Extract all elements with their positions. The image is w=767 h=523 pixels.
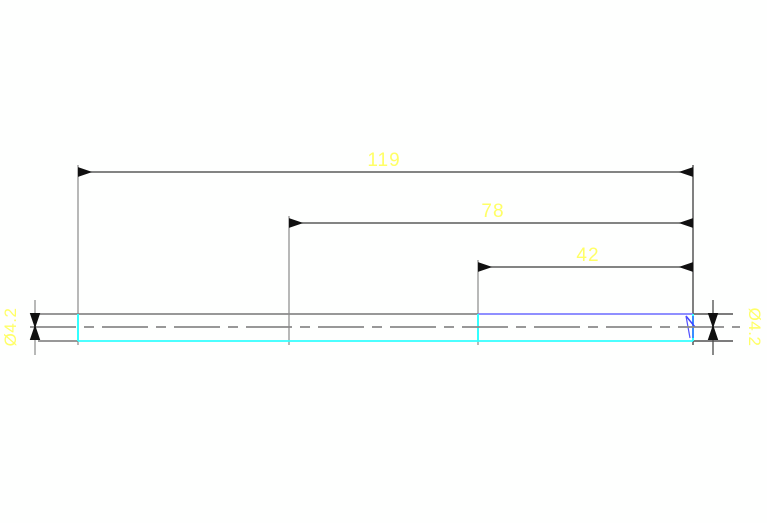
dimension-label-119: 119: [367, 150, 400, 171]
dimension-label-42: 42: [576, 245, 599, 266]
dimension-diameter-right[interactable]: Ø4.2: [707, 300, 764, 355]
dimension-diameter-left[interactable]: Ø4.2: [1, 300, 41, 355]
dimension-third-step-length[interactable]: 42: [478, 245, 693, 272]
dimension-overall-length[interactable]: 119: [78, 150, 693, 177]
dimension-second-step-length[interactable]: 78: [289, 201, 693, 228]
dimension-label-78: 78: [481, 201, 504, 222]
diameter-label-right: Ø4.2: [745, 308, 764, 347]
diameter-label-left: Ø4.2: [1, 308, 20, 347]
extension-lines: [77, 165, 694, 345]
